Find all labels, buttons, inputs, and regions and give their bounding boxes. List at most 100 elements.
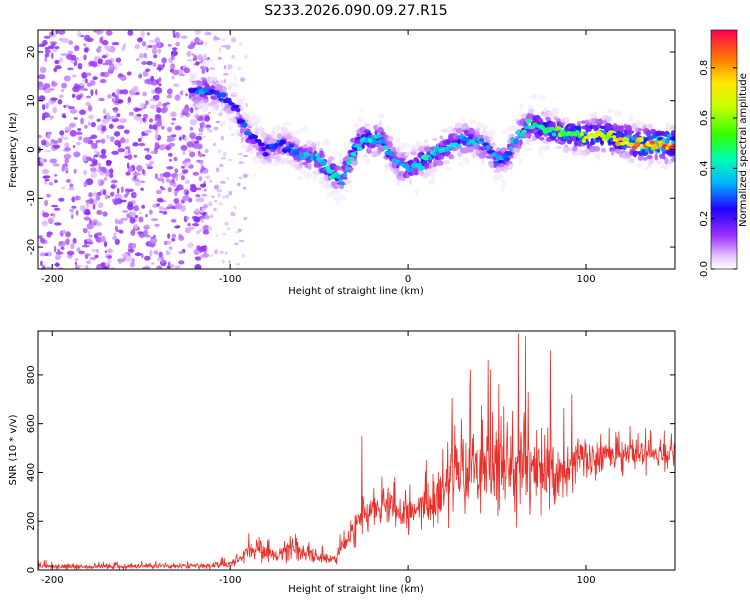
spectrogram-noise-cell — [44, 199, 49, 207]
spectrogram-noise-cell — [101, 118, 109, 124]
spectrogram-ridge-cell — [333, 196, 341, 201]
spectrogram-ridge-cell — [436, 160, 444, 166]
spectrogram-noise-cell — [93, 154, 99, 158]
spectrogram-ridge-cell — [257, 119, 261, 124]
snr-x-ticks: -200 -100 0 100 — [41, 331, 596, 586]
spectrogram-ridge-cell — [585, 125, 590, 133]
spectrogram-ridge-core — [403, 164, 411, 169]
spectrogram-ridge-cell — [380, 131, 386, 136]
spectrogram-ridge-cell — [538, 151, 544, 158]
spectrogram-ridge-cell — [507, 163, 513, 171]
spectrogram-noise-cell — [197, 39, 203, 44]
spectrogram-noise-cell — [172, 47, 178, 51]
spectrogram-noise-cell — [85, 200, 92, 203]
spectrogram-ridge-cell — [445, 166, 454, 171]
spectrogram-noise-cell — [43, 88, 52, 94]
spectrogram-noise-cell — [208, 129, 213, 133]
spectrogram-ridge-cell — [221, 120, 227, 127]
spectrogram-ridge-core — [350, 152, 357, 157]
spectrogram-noise-cell — [127, 30, 134, 36]
spectrogram-noise-cell — [140, 117, 143, 124]
spectrogram-noise-cell — [136, 113, 142, 117]
spectrogram-noise-cell — [132, 85, 139, 93]
spectrogram-noise-cell — [200, 164, 204, 171]
spectrogram-noise-cell — [38, 74, 46, 80]
spectrogram-noise-cell — [134, 252, 142, 257]
spectrogram-ridge-cell — [251, 113, 257, 118]
spectrogram-noise-cell — [186, 161, 192, 166]
spectrogram-ridge-cell — [628, 130, 633, 135]
spectrogram-ridge-core — [344, 166, 349, 172]
spectrogram-ridge-core — [325, 165, 331, 171]
spectrogram-noise-cell — [74, 45, 80, 52]
spectrogram-noise-cell — [220, 102, 224, 107]
spectrogram-noise-cell — [133, 154, 138, 158]
spectrogram-noise-cell — [105, 134, 111, 139]
spectrogram-ridge-cell — [526, 139, 530, 146]
spectrogram-noise-cell — [133, 205, 140, 212]
spectrogram-noise-cell — [106, 255, 112, 259]
spectrogram-ridge-core — [370, 134, 375, 141]
spectrogram-noise-cell — [186, 50, 192, 57]
spectrogram-noise-cell — [95, 232, 102, 235]
spectrogram-noise-cell — [204, 115, 211, 122]
spectrogram-noise-cell — [118, 258, 122, 265]
spectrogram-noise-cell — [221, 45, 227, 48]
spectrogram-ridge-core — [375, 134, 383, 139]
spectrogram-noise-cell — [198, 127, 204, 133]
spectrogram-noise-cell — [182, 195, 190, 202]
spectrogram-noise-cell — [51, 34, 56, 38]
spectrogram-noise-cell — [142, 114, 149, 119]
spectrogram-noise-cell — [139, 37, 143, 41]
spectrogram-ridge-cell — [395, 137, 399, 144]
spectrogram-ridge-cell — [621, 133, 626, 139]
spectrogram-noise-cell — [181, 112, 188, 116]
spectrogram-noise-cell — [163, 171, 171, 178]
spectrogram-noise-cell — [101, 39, 109, 46]
spectrogram-noise-cell — [167, 44, 172, 47]
spectrogram-noise-cell — [51, 52, 54, 60]
spectrogram-noise-cell — [238, 161, 244, 165]
spectrogram-noise-cell — [100, 138, 106, 144]
spectrogram-noise-cell — [238, 239, 245, 243]
spectrogram-noise-cell — [168, 203, 173, 207]
spectrogram-noise-cell — [84, 254, 89, 259]
spectrogram-noise-cell — [158, 206, 165, 211]
spectrogram-noise-cell — [89, 79, 96, 86]
spectrogram-noise-cell — [77, 62, 83, 70]
spectrogram-ridge-cell — [545, 116, 551, 122]
spectrogram-noise-cell — [105, 30, 113, 36]
spectrogram-ridge-cell — [404, 143, 410, 148]
spectrogram-noise-cell — [40, 260, 43, 266]
spectrogram-noise-cell — [57, 99, 63, 105]
snr-frame — [37, 330, 676, 571]
spectrogram-noise-cell — [60, 53, 68, 56]
spectrogram-noise-cell — [116, 88, 121, 96]
spectrogram-noise-cell — [127, 148, 131, 154]
spectrogram-noise-cell — [96, 47, 102, 53]
spectrogram-noise-cell — [160, 256, 165, 264]
spectrogram-noise-cell — [57, 249, 61, 252]
spectrogram-noise-cell — [82, 88, 89, 91]
spectrogram-ridge-cell — [312, 170, 321, 175]
spectrogram-ridge-cell — [319, 150, 324, 158]
spectrogram-ridge-core — [519, 132, 525, 137]
spectrogram-noise-cell — [96, 118, 101, 122]
spectrogram-noise-cell — [185, 216, 190, 220]
spectrogram-ridge-core — [427, 156, 433, 160]
spectrogram-noise-cell — [73, 151, 81, 158]
spectrogram-ridge-core — [432, 151, 437, 157]
spectrogram-noise-cell — [237, 152, 244, 156]
spectrogram-noise-cell — [219, 250, 224, 254]
spectrogram-noise-cell — [158, 41, 161, 48]
spectrogram-ridge-cell — [545, 144, 550, 151]
spectrogram-noise-cell — [213, 126, 219, 131]
spectrogram-ridge-cell — [204, 105, 209, 112]
colorbar: 0.0 0.2 0.4 0.6 0.8 Normalized spectral ampl… — [699, 29, 749, 277]
spectrogram-ridge-cell — [239, 127, 244, 134]
spectrogram-noise-cell — [144, 224, 150, 228]
spectrogram-ridge-cell — [201, 59, 210, 67]
spectrogram-noise-cell — [133, 223, 139, 230]
x-tick-label: -100 — [219, 274, 242, 285]
y-tick-label: 10 — [26, 94, 37, 107]
